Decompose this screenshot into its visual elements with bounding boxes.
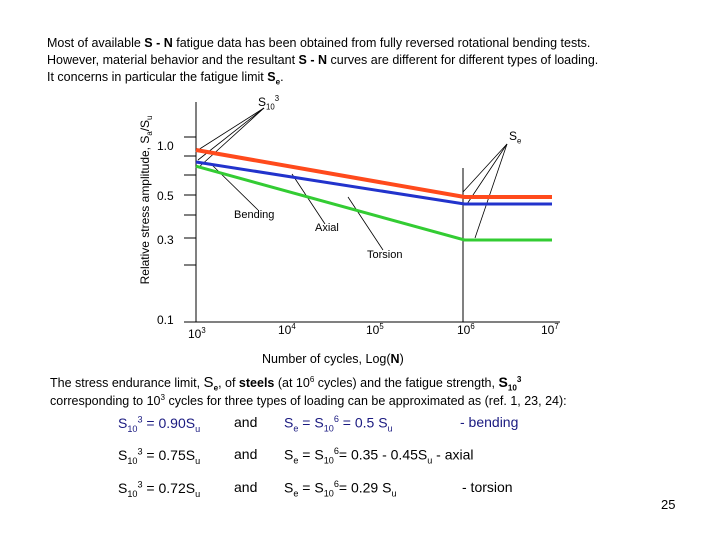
- curve-label-bending: Bending: [234, 209, 275, 221]
- equation-axial: S103 = 0.75Su and Se = S106= 0.35 - 0.45…: [118, 446, 474, 466]
- curve-bending: [195, 148, 552, 199]
- page-number: 25: [661, 497, 676, 512]
- footer-line-1: The stress endurance limit, Se, of steel…: [50, 374, 522, 393]
- equation-torsion: S103 = 0.72Su and Se = S106= 0.29 Su - t…: [118, 479, 513, 499]
- curve-label-torsion: Torsion: [367, 249, 403, 261]
- s103-label: S103: [258, 94, 280, 112]
- se-pointer-lines: [462, 143, 508, 239]
- curve-torsion: [195, 164, 552, 242]
- y-tick-label-0.3: 0.3: [157, 233, 174, 247]
- x-tick-label-1e7: 107: [541, 322, 559, 337]
- equation-bending: S103 = 0.90Su and Se = S106 = 0.5 Su - b…: [118, 414, 519, 434]
- x-axis-label: Number of cycles, Log(N): [262, 352, 404, 366]
- y-tick-marks: [184, 136, 196, 323]
- y-tick-label-0.5: 0.5: [157, 189, 174, 203]
- y-tick-label-0.1: 0.1: [157, 313, 174, 327]
- y-axis-label: Relative stress amplitude, Sa/Su: [137, 115, 155, 285]
- x-tick-label-1e6: 106: [457, 322, 475, 337]
- intro-line-3: It concerns in particular the fatigue li…: [47, 70, 284, 87]
- y-tick-label-1.0: 1.0: [157, 139, 174, 153]
- curve-label-axial: Axial: [315, 222, 339, 234]
- intro-paragraph: Most of available S - N fatigue data has…: [47, 35, 598, 91]
- x-tick-label-1e3: 103: [188, 326, 206, 341]
- curves-group: [195, 148, 552, 242]
- footer-line-2: corresponding to 103 cycles for three ty…: [50, 393, 567, 409]
- x-tick-label-1e5: 105: [366, 322, 384, 337]
- x-tick-label-1e4: 104: [278, 322, 296, 337]
- intro-line-2: However, material behavior and the resul…: [47, 53, 599, 67]
- curve-axial: [195, 160, 552, 206]
- se-label: Se: [509, 129, 522, 146]
- intro-line-1: Most of available S - N fatigue data has…: [47, 36, 591, 50]
